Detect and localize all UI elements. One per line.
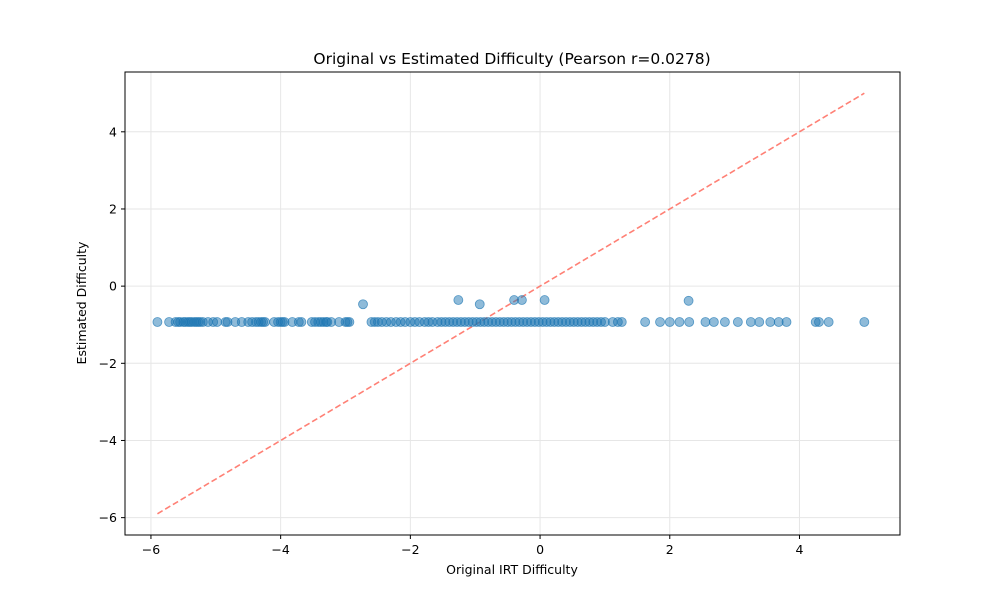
scatter-point <box>674 317 685 327</box>
scatter-point <box>700 317 711 327</box>
y-tick-label: −2 <box>99 356 117 371</box>
scatter-point <box>859 317 870 327</box>
y-axis-ticks: −6 −4 −2 0 2 4 <box>99 124 125 525</box>
scatter-point <box>212 317 222 327</box>
scatter-point <box>260 317 270 327</box>
x-tick-label: −2 <box>401 542 419 557</box>
scatter-points <box>152 295 870 327</box>
y-tick-label: 4 <box>109 124 117 139</box>
chart-title: Original vs Estimated Difficulty (Pearso… <box>313 50 710 68</box>
x-tick-label: 4 <box>796 542 804 557</box>
scatter-point <box>732 317 743 327</box>
scatter-point <box>823 317 834 327</box>
scatter-point <box>719 317 730 327</box>
scatter-point <box>517 295 527 305</box>
scatter-point <box>781 317 792 327</box>
scatter-point <box>474 299 485 310</box>
x-tick-label: −4 <box>271 542 289 557</box>
x-tick-label: −6 <box>142 542 160 557</box>
y-tick-label: 0 <box>109 279 117 294</box>
x-tick-label: 0 <box>536 542 544 557</box>
y-tick-label: −4 <box>99 433 117 448</box>
x-axis-label: Original IRT Difficulty <box>446 562 578 577</box>
scatter-point <box>708 317 719 327</box>
reference-diagonal-line <box>157 92 865 515</box>
scatter-point <box>765 317 776 327</box>
x-axis-ticks: −6 −4 −2 0 2 4 <box>142 535 804 557</box>
scatter-point <box>358 299 368 310</box>
scatter-point <box>814 317 824 327</box>
y-tick-label: 2 <box>109 201 117 216</box>
scatter-point <box>344 317 355 327</box>
grid <box>125 72 900 535</box>
reference-line-layer <box>157 92 865 515</box>
scatter-point <box>683 295 694 306</box>
scatter-point <box>655 317 665 327</box>
x-tick-label: 2 <box>666 542 674 557</box>
scatter-point <box>296 317 307 327</box>
scatter-point <box>539 295 550 305</box>
y-axis-label: Estimated Difficulty <box>74 241 89 364</box>
scatter-point <box>754 317 765 327</box>
scatter-point <box>453 295 464 305</box>
scatter-point <box>616 317 627 327</box>
y-tick-label: −6 <box>99 510 117 525</box>
scatter-point <box>664 317 675 327</box>
plot-frame <box>124 71 901 536</box>
scatter-point <box>684 317 695 327</box>
scatter-point <box>640 317 651 327</box>
scatter-point <box>152 317 163 327</box>
scatter-point <box>745 317 756 327</box>
